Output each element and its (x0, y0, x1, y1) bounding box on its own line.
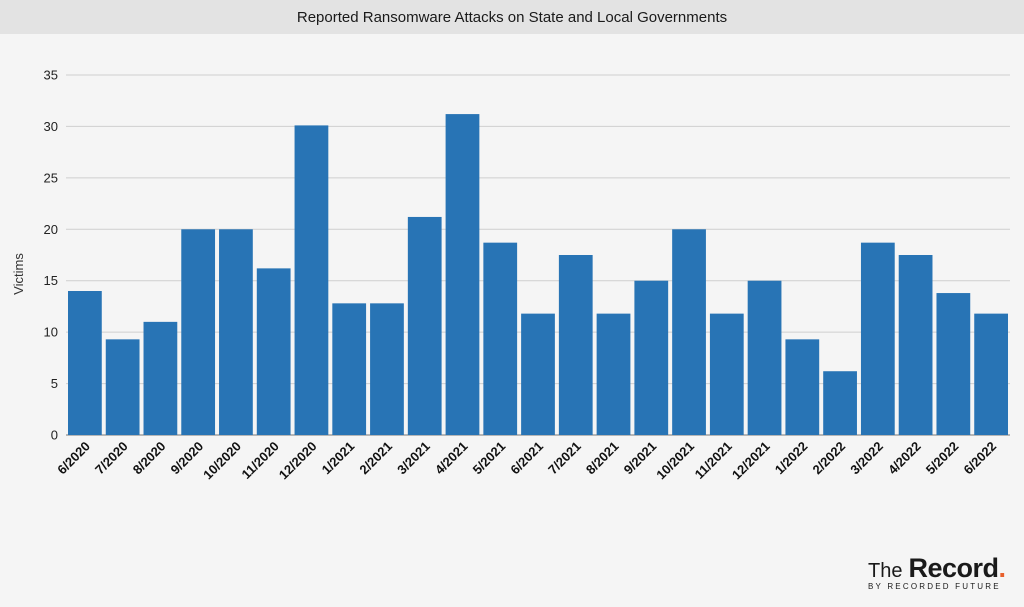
bar (634, 280, 669, 435)
brand-the: The (867, 560, 903, 582)
brand-record: Record (908, 553, 999, 583)
bar (974, 313, 1008, 435)
bar (332, 303, 367, 435)
y-tick-label: 20 (44, 222, 58, 237)
bar (143, 321, 178, 435)
bar (558, 255, 593, 435)
y-tick-label: 0 (51, 428, 58, 443)
bar (483, 242, 518, 435)
y-axis-label: Victims (11, 253, 26, 295)
x-tick-label: 11/2021 (692, 439, 735, 482)
y-tick-label: 30 (44, 119, 58, 134)
x-tick-labels: 6/2020 7/2020 8/2020 9/202010/202011/202012… (54, 439, 999, 483)
bar (370, 303, 404, 435)
x-tick-label: 6/2020 (54, 439, 93, 478)
y-tick-label: 15 (44, 273, 58, 288)
x-tick-label: 6/2021 (507, 439, 546, 478)
bars (68, 114, 1008, 436)
x-tick-label: 1/2022 (772, 439, 811, 478)
chart-title: Reported Ransomware Attacks on State and… (0, 0, 1024, 34)
x-tick-label: 4/2022 (885, 439, 924, 478)
x-tick-label: 3/2021 (394, 439, 433, 478)
x-tick-label: 2/2021 (356, 439, 395, 478)
bar-chart: 0 5 10 15 20 25 30 35 6/2020 7/2020 8/2020 9/20201… (11, 68, 1010, 483)
bar (860, 242, 895, 435)
bar (521, 313, 555, 435)
y-tick-label: 35 (44, 68, 58, 83)
y-tick-label: 25 (44, 170, 58, 185)
x-tick-label: 5/2022 (923, 439, 962, 478)
bar (672, 229, 706, 435)
bar (407, 216, 442, 435)
x-tick-label: 1/2021 (319, 439, 358, 478)
bar (181, 229, 216, 435)
bar (68, 291, 102, 435)
bar (219, 229, 253, 435)
bar (823, 371, 857, 435)
x-tick-label: 5/2021 (470, 439, 509, 478)
bar (596, 313, 631, 435)
x-tick-label: 10/2021 (653, 439, 697, 483)
y-tick-label: 10 (44, 325, 58, 340)
brand-dot: . (998, 553, 1006, 583)
bar (785, 339, 820, 435)
x-tick-label: 10/2020 (200, 439, 244, 483)
x-tick-label: 3/2022 (847, 439, 886, 478)
bar (256, 268, 291, 435)
x-tick-label: 12/2020 (276, 439, 320, 483)
bar (898, 255, 933, 435)
x-tick-label: 6/2022 (961, 439, 1000, 478)
bar (105, 339, 140, 435)
bar (747, 280, 782, 435)
bar (445, 114, 480, 435)
bar (709, 313, 744, 435)
y-tick-label: 5 (51, 376, 58, 391)
brand-logo: The Record . BY RECORDED FUTURE (868, 553, 1006, 591)
brand-subtitle: BY RECORDED FUTURE (867, 582, 1001, 591)
x-tick-label: 12/2021 (729, 439, 773, 483)
bar (936, 293, 971, 435)
x-tick-label: 7/2020 (92, 439, 131, 478)
x-tick-label: 7/2021 (545, 439, 584, 478)
bar (294, 125, 329, 436)
x-tick-label: 8/2020 (130, 439, 169, 478)
x-tick-label: 4/2021 (432, 439, 471, 478)
y-tick-labels: 0 5 10 15 20 25 30 35 (44, 68, 58, 443)
x-tick-label: 11/2020 (238, 439, 281, 482)
x-tick-label: 8/2021 (583, 439, 622, 478)
x-tick-label: 2/2022 (809, 439, 848, 478)
